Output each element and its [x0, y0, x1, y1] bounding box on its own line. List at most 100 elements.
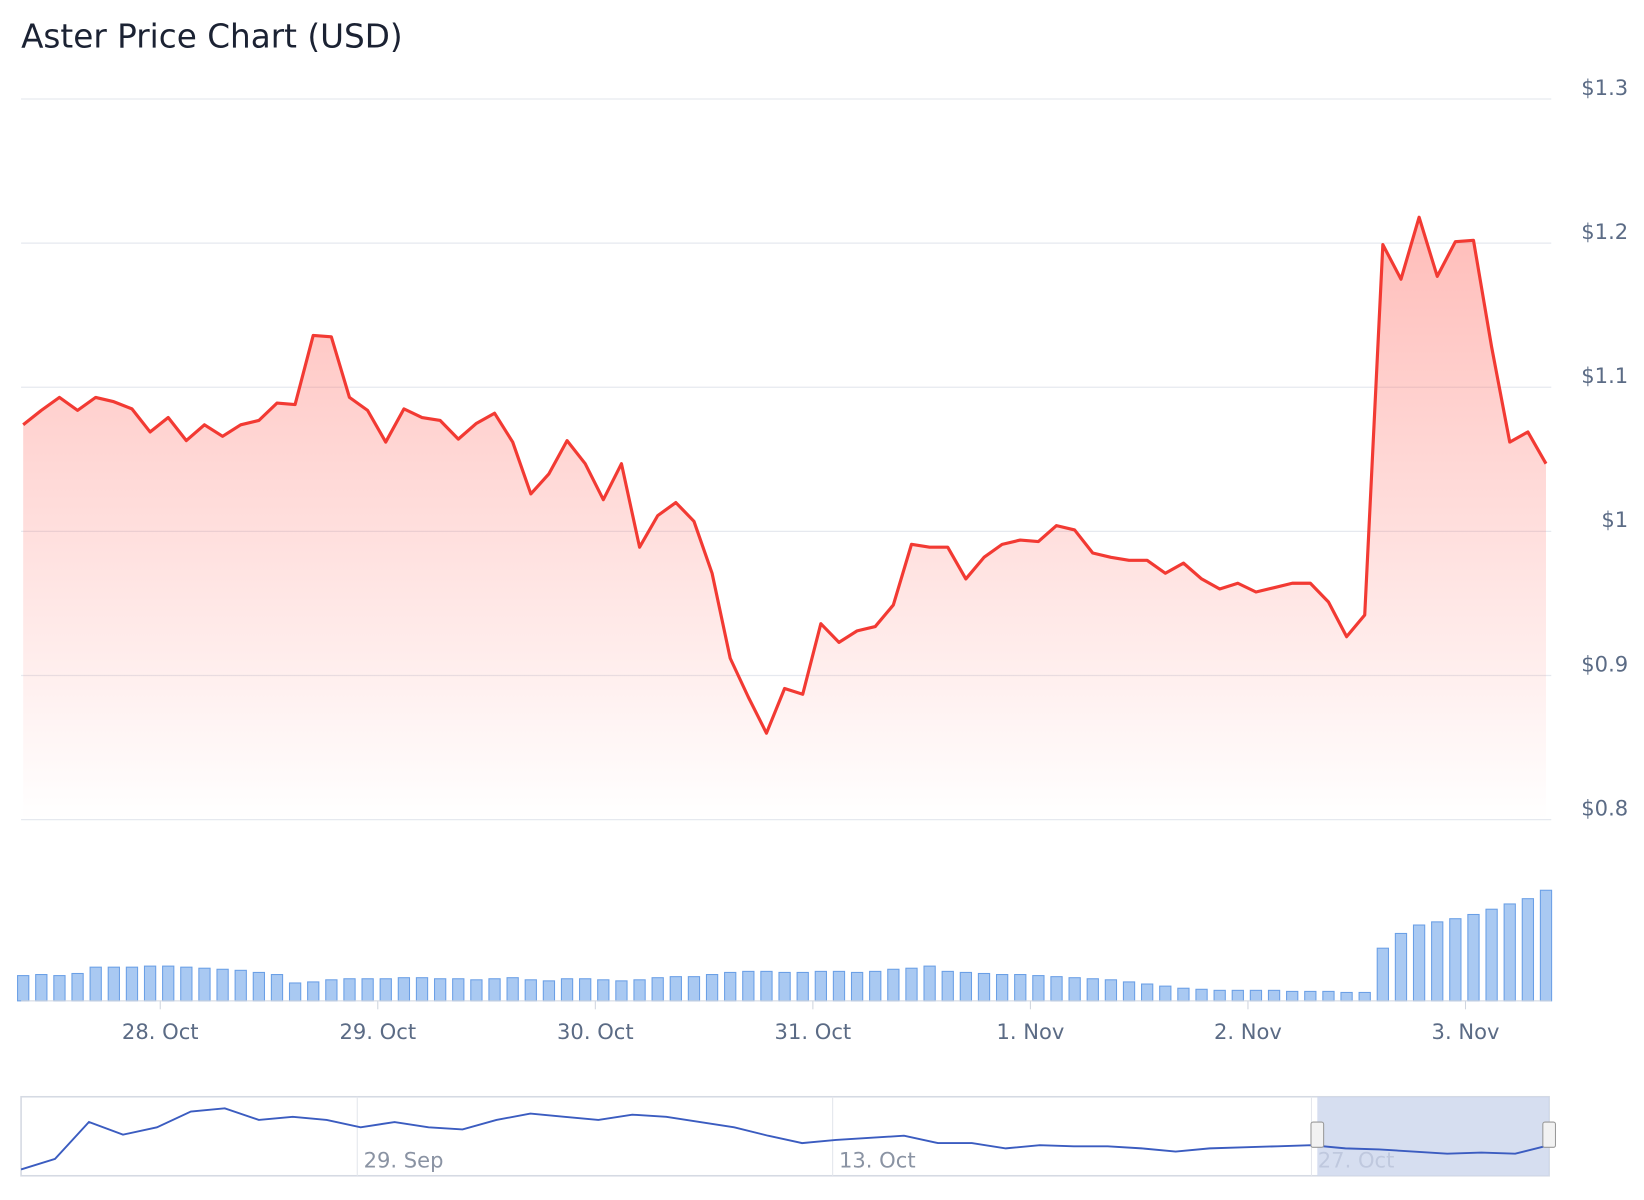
- y-tick-label: $1.3: [1581, 75, 1628, 100]
- volume-bar: [143, 965, 157, 1002]
- volume-bar: [941, 970, 954, 1002]
- x-tick-label: 31. Oct: [775, 1019, 852, 1044]
- navigator-line: [20, 1107, 1550, 1171]
- volume-bar: [615, 980, 628, 1002]
- volume-bar: [488, 978, 501, 1002]
- volume-bar: [724, 971, 737, 1002]
- volume-bar: [977, 972, 991, 1002]
- volume-bar: [325, 979, 338, 1002]
- x-tick-label: 29. Oct: [339, 1019, 416, 1044]
- volume-bar: [1213, 989, 1226, 1002]
- volume-bar: [1249, 989, 1263, 1002]
- volume-bar: [1195, 988, 1208, 1002]
- volume-bar: [1122, 981, 1136, 1002]
- volume-bar: [125, 966, 139, 1002]
- volume-bar: [1539, 889, 1553, 1002]
- volume-bar: [1104, 979, 1118, 1002]
- y-tick-label: $0.9: [1581, 651, 1628, 676]
- volume-bar: [1340, 991, 1353, 1002]
- navigator-selection[interactable]: [1317, 1096, 1550, 1176]
- volume-bar: [705, 974, 719, 1002]
- volume-bar: [1358, 991, 1371, 1002]
- y-tick-label: $1.2: [1581, 219, 1628, 244]
- volume-bar: [506, 977, 519, 1002]
- volume-bar: [1431, 921, 1444, 1002]
- volume-bar: [1449, 918, 1462, 1002]
- volume-bar: [959, 971, 973, 1002]
- volume-bar: [742, 970, 755, 1002]
- volume-bar: [1050, 976, 1063, 1002]
- volume-bar: [1467, 913, 1480, 1002]
- volume-bar: [1376, 947, 1389, 1002]
- volume-bar: [234, 969, 247, 1002]
- volume-bar: [53, 975, 66, 1002]
- volume-bar: [633, 979, 646, 1002]
- volume-bar: [470, 979, 483, 1002]
- volume-bar: [415, 977, 429, 1002]
- volume-bar: [778, 971, 791, 1002]
- navigator-tick-label: 13. Oct: [839, 1147, 916, 1172]
- y-tick-label: $1.1: [1581, 363, 1628, 388]
- volume-bar: [905, 967, 918, 1002]
- volume-bar: [307, 981, 320, 1002]
- volume-bar: [869, 970, 882, 1002]
- volume-bar: [1014, 974, 1027, 1002]
- volume-bar: [89, 966, 102, 1002]
- volume-bar: [651, 977, 664, 1002]
- volume-bar: [669, 976, 682, 1002]
- volume-bar: [1485, 908, 1498, 1002]
- y-tick-label: $1: [1601, 507, 1628, 532]
- price-line: [22, 215, 1548, 735]
- volume-bar: [597, 979, 610, 1002]
- volume-bar: [1503, 903, 1516, 1002]
- volume-bar: [524, 979, 537, 1002]
- volume-bar: [1267, 989, 1281, 1002]
- volume-bar: [433, 978, 447, 1002]
- x-tick-label: 28. Oct: [122, 1019, 199, 1044]
- volume-bar: [923, 965, 936, 1002]
- volume-bar: [995, 974, 1009, 1002]
- x-tick-label: 30. Oct: [557, 1019, 634, 1044]
- volume-bar: [198, 967, 211, 1002]
- volume-bar: [796, 971, 809, 1002]
- volume-bar: [1521, 898, 1535, 1002]
- navigator-handle[interactable]: [1542, 1121, 1557, 1148]
- volume-bar: [1159, 985, 1172, 1002]
- volume-bar: [270, 974, 284, 1002]
- volume-bar: [107, 966, 120, 1002]
- volume-bar: [71, 972, 84, 1002]
- volume-bar: [542, 980, 556, 1002]
- volume-bar: [560, 978, 574, 1002]
- volume-bar: [760, 970, 773, 1002]
- y-tick-label: $0.8: [1581, 795, 1628, 820]
- volume-bar: [17, 975, 30, 1002]
- volume-bar: [1304, 990, 1317, 1002]
- x-tick-label: 3. Nov: [1432, 1019, 1500, 1044]
- volume-bar: [452, 978, 465, 1002]
- volume-bar: [343, 978, 356, 1002]
- volume-bar: [1068, 977, 1081, 1002]
- volume-bar: [1141, 983, 1154, 1002]
- volume-bar: [850, 971, 864, 1002]
- volume-bar: [180, 966, 193, 1002]
- volume-bar: [1286, 990, 1299, 1002]
- volume-bar: [288, 982, 302, 1002]
- volume-bar: [1394, 932, 1408, 1002]
- volume-bar: [162, 965, 175, 1002]
- volume-bar: [832, 970, 846, 1002]
- volume-bar: [1086, 978, 1099, 1002]
- volume-bar: [1032, 975, 1045, 1002]
- volume-bar: [887, 968, 900, 1002]
- volume-bar: [1412, 924, 1426, 1002]
- volume-bar: [579, 978, 592, 1002]
- volume-bar: [379, 978, 392, 1002]
- volume-bar: [814, 970, 827, 1002]
- volume-bar: [216, 968, 229, 1002]
- volume-bar: [397, 977, 411, 1002]
- volume-bar: [35, 974, 48, 1002]
- volume-bar: [361, 978, 374, 1002]
- navigator-handle[interactable]: [1310, 1121, 1325, 1148]
- chart-title: Aster Price Chart (USD): [21, 17, 403, 55]
- volume-bar: [1177, 987, 1190, 1002]
